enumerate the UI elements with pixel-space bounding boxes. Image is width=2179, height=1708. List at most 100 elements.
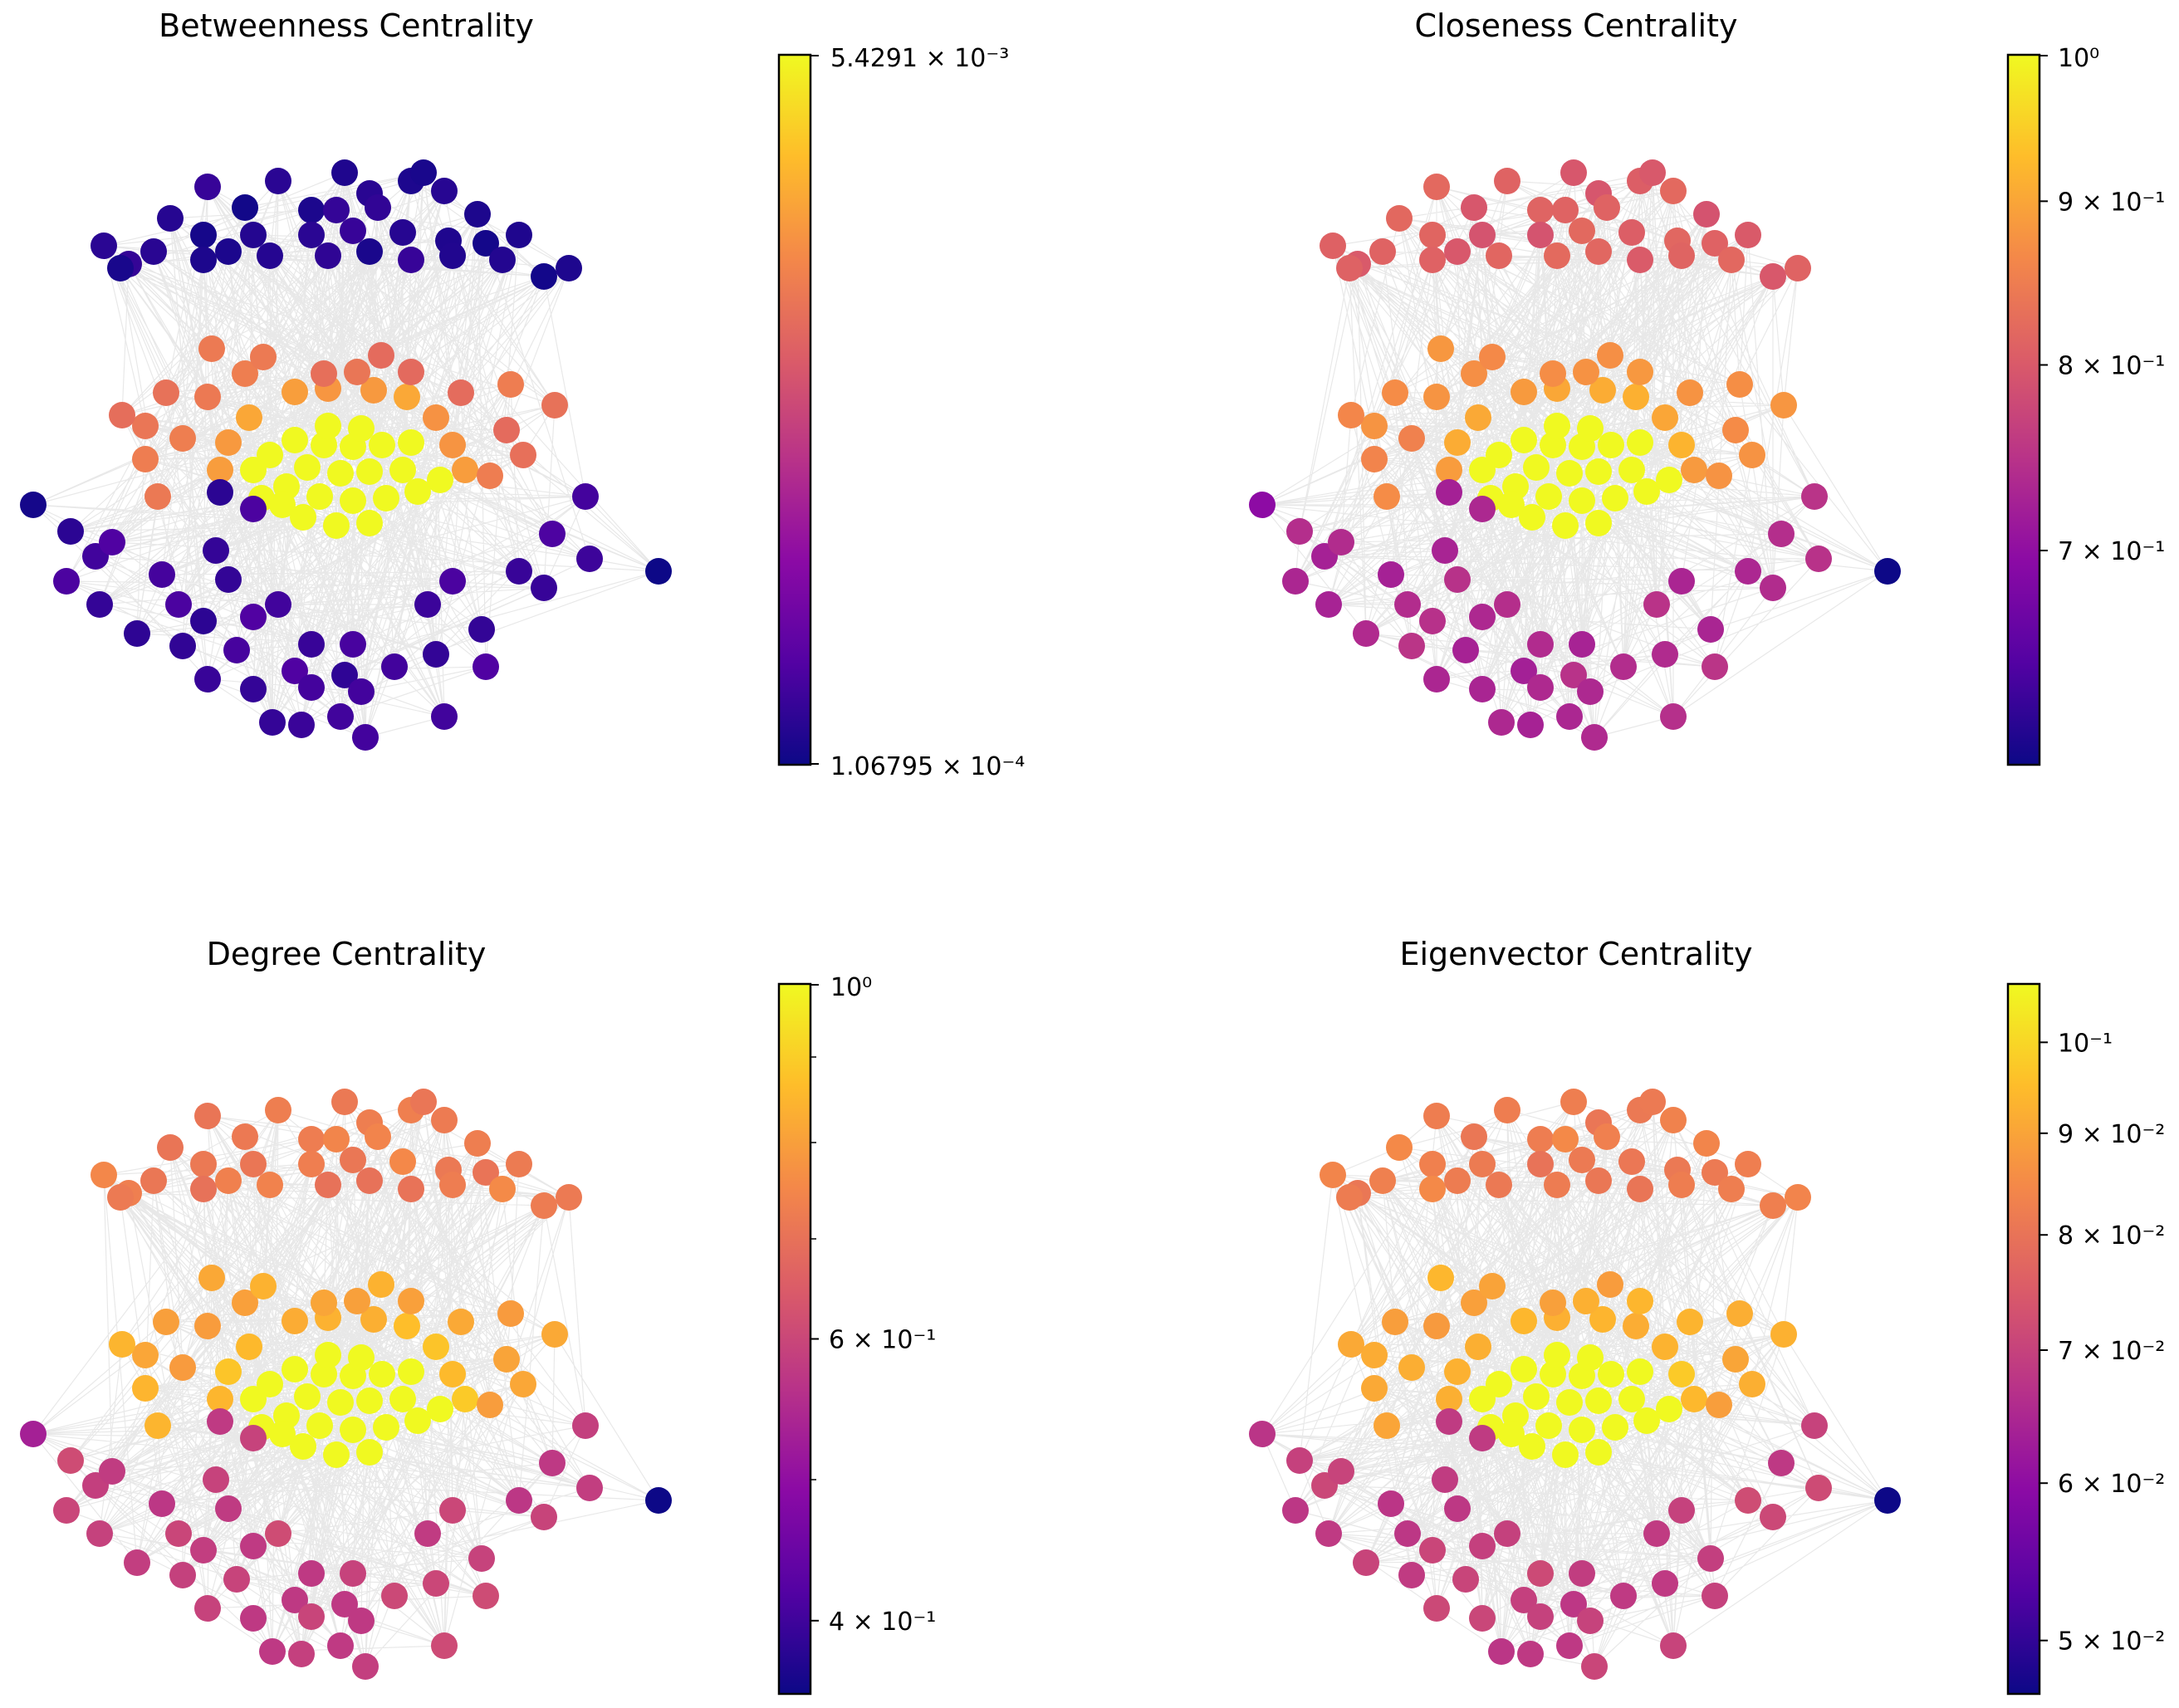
eigenvector-node xyxy=(1610,1583,1637,1609)
degree-node xyxy=(282,1587,308,1613)
closeness-node xyxy=(1569,631,1595,658)
betweenness-node xyxy=(531,263,557,290)
degree-node xyxy=(240,1533,267,1559)
eigenvector-node xyxy=(1374,1412,1400,1439)
degree-node xyxy=(198,1265,225,1291)
eigenvector-colorbar-ticks: 10⁻¹ 9 × 10⁻² 8 × 10⁻² 7 × 10⁻² 6 × 10⁻² 5 × … xyxy=(2039,1029,2165,1657)
eigenvector-node xyxy=(1465,1334,1491,1360)
degree-node xyxy=(448,1309,474,1335)
eigenvector-node xyxy=(1735,1151,1761,1177)
degree-node xyxy=(381,1583,408,1609)
eigenvector-node xyxy=(1328,1458,1354,1485)
betweenness-node xyxy=(348,415,375,442)
degree-node xyxy=(423,1334,449,1360)
betweenness-node xyxy=(497,371,524,398)
closeness-node xyxy=(1374,483,1400,510)
eigenvector-node xyxy=(1597,1271,1623,1298)
degree-node xyxy=(352,1653,379,1680)
closeness-node xyxy=(1693,201,1720,228)
eigenvector-node xyxy=(1598,1361,1624,1387)
eigenvector-node xyxy=(1444,1358,1471,1385)
closeness-node xyxy=(1735,222,1761,248)
eigenvector-node xyxy=(1739,1371,1765,1397)
degree-node xyxy=(91,1162,117,1188)
closeness-node xyxy=(1419,247,1446,273)
betweenness-node xyxy=(477,462,503,489)
eigenvector-node xyxy=(1569,1147,1595,1173)
closeness-node xyxy=(1469,676,1496,702)
closeness-node xyxy=(1874,558,1901,585)
degree-node xyxy=(290,1433,316,1460)
eigenvector-node xyxy=(1527,1560,1554,1587)
betweenness-node xyxy=(99,529,125,555)
betweenness-node xyxy=(340,218,366,244)
degree-node xyxy=(360,1306,387,1333)
closeness-colorbar-gradient xyxy=(2008,55,2039,765)
eigenvector-node xyxy=(1706,1392,1732,1418)
eigenvector-node xyxy=(1494,1520,1520,1547)
closeness-node xyxy=(1432,537,1458,564)
closeness-node xyxy=(1589,377,1616,404)
closeness-node xyxy=(1419,608,1446,634)
degree-node xyxy=(194,1313,221,1339)
eigenvector-node xyxy=(1361,1375,1388,1402)
closeness-node xyxy=(1523,454,1550,481)
betweenness-node xyxy=(464,201,491,228)
closeness-node xyxy=(1560,159,1587,186)
degree-node xyxy=(506,1487,532,1514)
eigenvector-node xyxy=(1336,1184,1363,1211)
eigenvector-node xyxy=(1436,1386,1462,1412)
degree-node xyxy=(531,1192,557,1219)
eigenvector-node xyxy=(1556,1389,1583,1416)
betweenness-node xyxy=(240,222,267,248)
betweenness-colorbar-min-label: 1.06795 × 10⁻⁴ xyxy=(830,752,1025,781)
betweenness-nodes xyxy=(20,159,672,751)
eigenvector-node xyxy=(1486,1172,1512,1198)
closeness-node xyxy=(1479,344,1506,370)
closeness-node xyxy=(1436,457,1462,483)
degree-node xyxy=(497,1300,524,1327)
closeness-colorbar-frame xyxy=(2006,53,2041,766)
betweenness-node xyxy=(331,159,358,186)
degree-node xyxy=(572,1412,599,1439)
closeness-node xyxy=(1639,159,1666,186)
betweenness-node xyxy=(259,709,286,736)
eigenvector-node xyxy=(1320,1162,1346,1188)
closeness-node xyxy=(1444,429,1471,456)
eigenvector-node xyxy=(1461,1123,1487,1150)
betweenness-node xyxy=(298,222,325,248)
eigenvector-node xyxy=(1353,1549,1379,1576)
betweenness-node xyxy=(236,404,262,431)
closeness-node xyxy=(1801,483,1828,510)
degree-node xyxy=(257,1172,283,1198)
betweenness-node xyxy=(368,342,394,369)
degree-colorbar-tick-label: 4 × 10⁻¹ xyxy=(829,1608,936,1637)
eigenvector-node xyxy=(1697,1545,1724,1572)
closeness-node xyxy=(1581,724,1608,751)
degree-node xyxy=(240,1386,267,1412)
eigenvector-node xyxy=(1668,1361,1695,1387)
degree-node xyxy=(20,1421,47,1447)
betweenness-node xyxy=(439,432,466,458)
closeness-node xyxy=(1660,178,1687,204)
eigenvector-node xyxy=(1469,1425,1496,1451)
closeness-node xyxy=(1726,371,1753,398)
eigenvector-colorbar-tick-label: 8 × 10⁻² xyxy=(2058,1221,2165,1250)
closeness-node xyxy=(1577,415,1604,442)
eigenvector-node xyxy=(1702,1159,1728,1186)
closeness-node xyxy=(1585,238,1612,265)
eigenvector-panel: Eigenvector Centrality 10⁻¹ 9 × 10⁻² 8 × 1… xyxy=(1249,936,2165,1696)
closeness-node xyxy=(1469,457,1496,483)
betweenness-node xyxy=(344,359,370,385)
closeness-node xyxy=(1706,462,1732,489)
degree-node xyxy=(298,1151,325,1177)
degree-node xyxy=(203,1466,229,1493)
closeness-node xyxy=(1656,467,1682,493)
closeness-node xyxy=(1419,222,1446,248)
eigenvector-node xyxy=(1382,1309,1408,1335)
eigenvector-node xyxy=(1498,1421,1525,1447)
eigenvector-node xyxy=(1677,1309,1703,1335)
degree-node xyxy=(315,1342,341,1368)
closeness-node xyxy=(1594,194,1620,221)
degree-colorbar-max-label: 10⁰ xyxy=(830,973,872,1002)
